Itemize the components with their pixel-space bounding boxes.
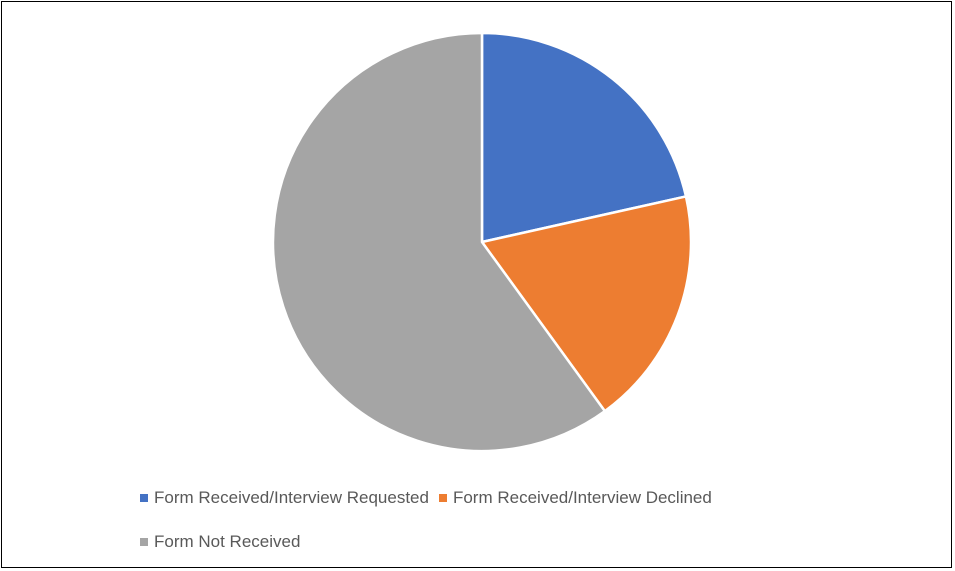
- pie-slice-declined: [480, 195, 693, 413]
- legend-row-2: Form Not Received: [140, 532, 310, 552]
- legend-swatch-not-received: [140, 538, 148, 546]
- legend-swatch-requested: [140, 494, 148, 502]
- legend-item-not-received: Form Not Received: [140, 532, 300, 552]
- legend-label-not-received: Form Not Received: [154, 532, 301, 551]
- pie-slice-not-received: [271, 31, 607, 453]
- legend-item-requested: Form Received/Interview Requested: [140, 488, 429, 508]
- legend-label-requested: Form Received/Interview Requested: [154, 488, 429, 507]
- legend-label-declined: Form Received/Interview Declined: [452, 488, 712, 507]
- pie-slice-requested: [480, 31, 688, 244]
- legend-item-declined: Form Received/Interview Declined: [438, 488, 712, 508]
- legend-row-1: Form Received/Interview Requested Form R…: [140, 488, 722, 508]
- legend-swatch-declined: [438, 494, 447, 502]
